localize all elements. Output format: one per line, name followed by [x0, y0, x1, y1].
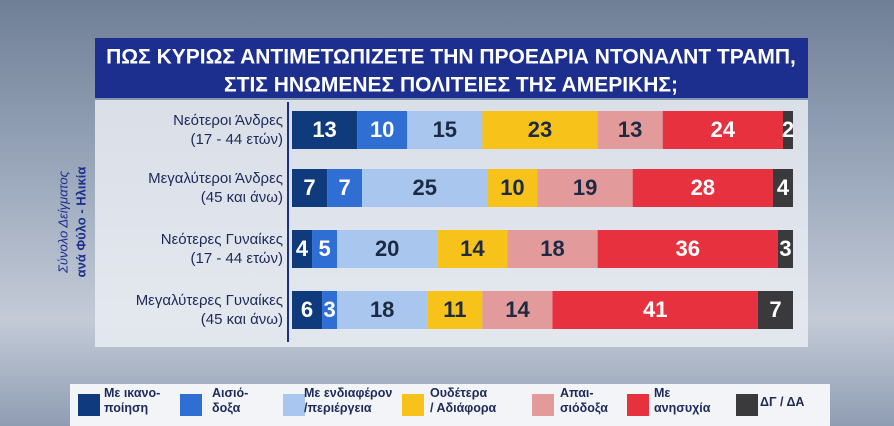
bar-segment [552, 291, 758, 329]
value-label: 14 [505, 297, 530, 322]
chart-title: ΣΤΙΣ ΗΝΩΜΕΝΕΣ ΠΟΛΙΤΕΙΕΣ ΤΗΣ ΑΜΕΡΙΚΗΣ; [224, 74, 678, 97]
bar-segment [757, 291, 793, 329]
value-label: 20 [375, 236, 399, 261]
category-label: Νεότερες Γυναίκες [161, 231, 283, 248]
value-label: 24 [711, 117, 736, 142]
value-label: 7 [769, 297, 781, 322]
category-note: (45 και άνω) [201, 311, 283, 328]
category-note: (17 - 44 ετών) [191, 131, 283, 148]
category-note: (45 και άνω) [201, 189, 283, 206]
bar-segment [487, 169, 538, 207]
bar-segment [292, 169, 328, 207]
bar-segment [357, 111, 408, 149]
value-label: 25 [413, 175, 437, 200]
legend-label: Απαι- σιόδοξα [560, 386, 608, 415]
value-label: 18 [370, 297, 394, 322]
bar-segment [437, 230, 508, 268]
bar-segment [537, 169, 633, 207]
value-label: 18 [540, 236, 564, 261]
value-label: 5 [318, 236, 330, 261]
value-label: 7 [303, 175, 315, 200]
value-label: 13 [312, 117, 336, 142]
chart-title: ΠΩΣ ΚΥΡΙΩΣ ΑΝΤΙΜΕΤΩΠΙΖΕΤΕ ΤΗΝ ΠΡΟΕΔΡΙΑ Ν… [106, 46, 796, 69]
value-label: 3 [323, 297, 335, 322]
value-label: 4 [777, 175, 790, 200]
bar-segment [482, 111, 598, 149]
legend-swatch [402, 394, 424, 416]
bar-segment [482, 291, 553, 329]
side-label: ανά Φύλο - Ηλικία [73, 167, 88, 278]
bar-segment [782, 111, 793, 149]
bar-segment [407, 111, 483, 149]
bar-segment [327, 169, 363, 207]
side-label: Σύνολο Δείγματος [55, 170, 70, 274]
bar-segment [312, 230, 338, 268]
legend-label: Με ικανο- ποίηση [104, 386, 161, 415]
value-label: 13 [618, 117, 642, 142]
legend-swatch [283, 394, 305, 416]
bar-segment [662, 111, 783, 149]
bar-segment [292, 230, 313, 268]
legend-swatch [736, 394, 758, 416]
legend-label: Αισιό- δοξα [212, 386, 249, 415]
value-label: 14 [460, 236, 485, 261]
value-label: 10 [500, 175, 524, 200]
value-label: 11 [443, 297, 466, 322]
value-label: 2 [782, 117, 794, 142]
bar-segment [507, 230, 598, 268]
value-label: 3 [779, 236, 791, 261]
bar-segment [337, 291, 428, 329]
category-label: Νεότεροι Άνδρες [173, 112, 283, 129]
value-label: 28 [691, 175, 715, 200]
value-label: 15 [433, 117, 457, 142]
value-label: 41 [643, 297, 667, 322]
bar-segment [772, 169, 793, 207]
bar-segment [292, 111, 358, 149]
value-label: 36 [676, 236, 700, 261]
bar-segment [632, 169, 773, 207]
bar-segment [597, 230, 778, 268]
bar-segment [777, 230, 793, 268]
legend-swatch [627, 394, 649, 416]
bar-segment [337, 230, 438, 268]
value-label: 10 [370, 117, 394, 142]
bar-segment [427, 291, 483, 329]
value-label: 19 [573, 175, 597, 200]
value-label: 4 [296, 236, 309, 261]
bar-segment [292, 291, 323, 329]
title-panel [95, 38, 808, 98]
legend-label: Με ανησυχία [654, 386, 711, 415]
legend-swatch [532, 394, 554, 416]
category-label: Μεγαλύτεροι Άνδρες [148, 170, 283, 187]
value-label: 23 [528, 117, 552, 142]
category-label: Μεγαλύτερες Γυναίκες [136, 292, 283, 309]
bar-segment [597, 111, 663, 149]
legend-label: Ουδέτερα / Αδιάφορα [430, 386, 497, 415]
bar-segment [322, 291, 338, 329]
legend-swatch [180, 394, 202, 416]
bar-segment [362, 169, 488, 207]
category-note: (17 - 44 ετών) [191, 250, 283, 267]
legend-label: Με ενδιαφέρον /περιέργεια [304, 386, 393, 415]
value-label: 6 [301, 297, 313, 322]
legend-swatch [78, 394, 100, 416]
legend-label: ΔΓ / ΔΑ [760, 395, 805, 409]
value-label: 7 [338, 175, 350, 200]
